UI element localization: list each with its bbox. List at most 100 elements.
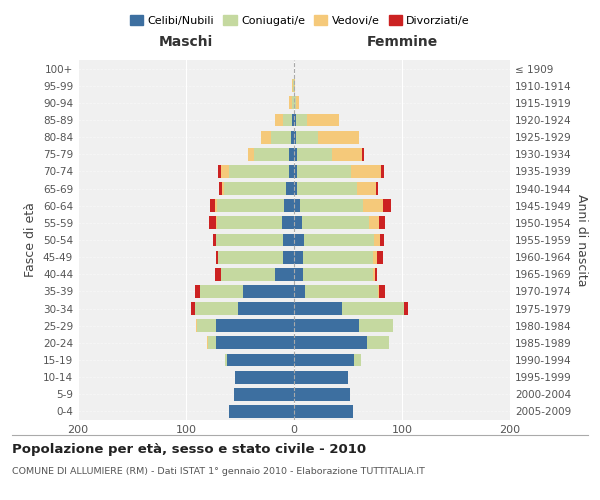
Y-axis label: Fasce di età: Fasce di età [25, 202, 37, 278]
Bar [208, 336, 216, 349]
Bar [294, 336, 367, 349]
Bar [382, 165, 383, 178]
Bar [191, 302, 194, 315]
Bar [224, 182, 286, 195]
Bar [294, 370, 348, 384]
Y-axis label: Anni di nascita: Anni di nascita [575, 194, 588, 286]
Bar [294, 250, 302, 264]
Bar [368, 216, 379, 230]
Bar [374, 234, 380, 246]
Bar [215, 268, 221, 280]
Bar [196, 320, 197, 332]
Bar [275, 114, 283, 126]
Bar [301, 200, 363, 212]
Bar [225, 354, 227, 366]
Bar [229, 165, 289, 178]
Bar [296, 130, 318, 143]
Bar [302, 216, 368, 230]
Bar [200, 285, 243, 298]
Text: Femmine: Femmine [367, 34, 437, 48]
Bar [296, 114, 307, 126]
Bar [215, 200, 217, 212]
Bar [282, 216, 294, 230]
Bar [373, 268, 375, 280]
Bar [233, 388, 294, 400]
Bar [293, 80, 294, 92]
Bar [294, 148, 297, 160]
Bar [359, 320, 394, 332]
Bar [318, 130, 359, 143]
Bar [283, 234, 294, 246]
Bar [220, 182, 221, 195]
Bar [376, 182, 378, 195]
Bar [302, 250, 373, 264]
Bar [294, 200, 301, 212]
Bar [194, 285, 200, 298]
Bar [218, 165, 221, 178]
Bar [294, 302, 341, 315]
Bar [209, 216, 216, 230]
Bar [227, 354, 294, 366]
Bar [307, 114, 340, 126]
Bar [294, 165, 297, 178]
Bar [294, 80, 295, 92]
Bar [229, 405, 294, 418]
Bar [292, 80, 293, 92]
Bar [216, 336, 294, 349]
Bar [216, 250, 218, 264]
Bar [297, 182, 356, 195]
Bar [271, 130, 291, 143]
Bar [206, 336, 208, 349]
Bar [294, 354, 355, 366]
Bar [216, 234, 283, 246]
Bar [362, 148, 364, 160]
Bar [294, 182, 297, 195]
Bar [294, 388, 350, 400]
Bar [291, 130, 294, 143]
Bar [294, 285, 305, 298]
Bar [292, 114, 294, 126]
Bar [221, 182, 224, 195]
Bar [305, 285, 378, 298]
Bar [286, 182, 294, 195]
Bar [235, 370, 294, 384]
Bar [275, 268, 294, 280]
Bar [248, 148, 254, 160]
Bar [292, 96, 294, 110]
Bar [210, 200, 215, 212]
Bar [341, 302, 404, 315]
Bar [284, 200, 294, 212]
Bar [383, 200, 391, 212]
Bar [297, 148, 332, 160]
Bar [294, 216, 302, 230]
Bar [294, 234, 304, 246]
Bar [218, 250, 283, 264]
Bar [304, 234, 374, 246]
Bar [243, 285, 294, 298]
Bar [351, 165, 382, 178]
Bar [194, 302, 238, 315]
Bar [197, 320, 216, 332]
Bar [294, 130, 296, 143]
Bar [289, 148, 294, 160]
Bar [294, 320, 359, 332]
Bar [296, 96, 299, 110]
Bar [373, 250, 377, 264]
Bar [404, 302, 409, 315]
Bar [221, 165, 229, 178]
Bar [363, 200, 383, 212]
Bar [217, 200, 284, 212]
Legend: Celibi/Nubili, Coniugati/e, Vedovi/e, Divorziati/e: Celibi/Nubili, Coniugati/e, Vedovi/e, Di… [125, 10, 475, 30]
Bar [289, 165, 294, 178]
Bar [260, 130, 271, 143]
Bar [297, 165, 351, 178]
Bar [294, 96, 296, 110]
Text: Popolazione per età, sesso e stato civile - 2010: Popolazione per età, sesso e stato civil… [12, 442, 366, 456]
Bar [217, 216, 282, 230]
Bar [294, 268, 302, 280]
Text: COMUNE DI ALLUMIERE (RM) - Dati ISTAT 1° gennaio 2010 - Elaborazione TUTTITALIA.: COMUNE DI ALLUMIERE (RM) - Dati ISTAT 1°… [12, 468, 425, 476]
Bar [377, 250, 383, 264]
Bar [378, 285, 379, 298]
Bar [379, 285, 385, 298]
Bar [302, 268, 373, 280]
